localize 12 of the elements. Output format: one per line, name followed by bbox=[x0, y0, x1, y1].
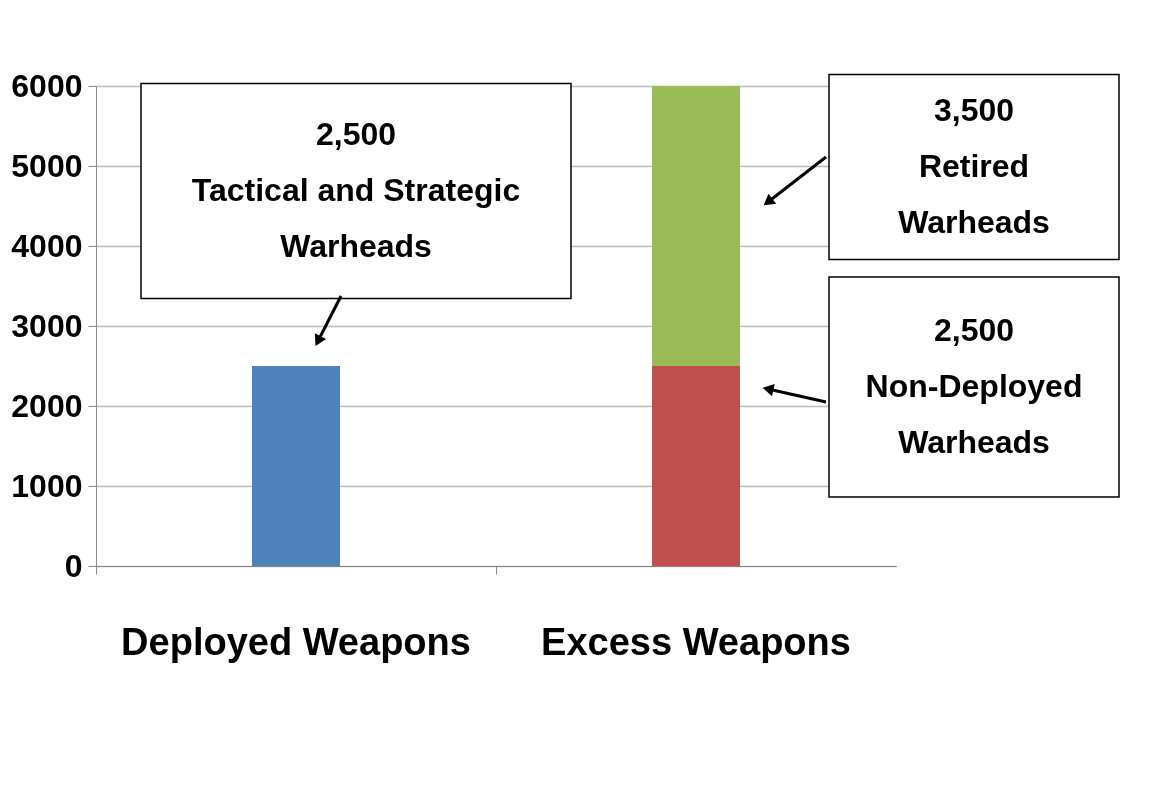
x-tick-label: Excess Weapons bbox=[541, 620, 851, 663]
annotation: 2,500 Non-Deployed Warheads bbox=[865, 312, 1083, 460]
y-tick-label: 0 bbox=[64, 547, 83, 584]
y-tick-label: 5000 bbox=[11, 147, 83, 184]
y-tick-label: 6000 bbox=[11, 67, 83, 104]
y-tick-label: 3000 bbox=[11, 307, 83, 344]
y-tick-label: 4000 bbox=[11, 227, 83, 264]
text: 3,500 Retired Warheads bbox=[898, 92, 1050, 240]
annotation: 2,500 Tactical and Strategic Warheads bbox=[191, 116, 521, 264]
y-tick-label: 1000 bbox=[11, 467, 83, 504]
x-tick-label: Deployed Weapons bbox=[121, 620, 471, 663]
y-tick-label: 2000 bbox=[11, 387, 83, 424]
